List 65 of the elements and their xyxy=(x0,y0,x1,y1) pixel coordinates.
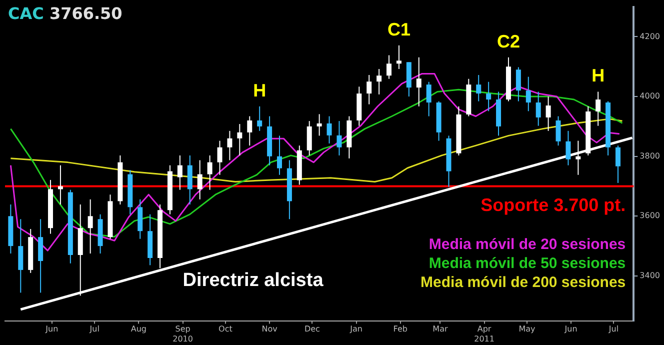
candlestick xyxy=(416,56,422,107)
candlestick xyxy=(197,160,202,200)
candlestick xyxy=(207,154,212,190)
x-tick-label: Oct xyxy=(218,324,232,334)
x-tick-label: Mar xyxy=(432,324,448,334)
candlestick xyxy=(18,218,24,294)
series-label: Directriz alcista xyxy=(182,270,324,292)
annotation: C1 xyxy=(387,19,410,40)
candlestick xyxy=(576,140,581,176)
candlestick xyxy=(376,68,382,95)
y-tick-label: 3600 xyxy=(640,211,660,220)
text: Media móvil de 200 sesiones xyxy=(420,274,626,291)
x-tick-label: Jun xyxy=(564,324,578,334)
text: Media móvil de 50 sesiones xyxy=(428,254,626,272)
x-tick-label: Aug xyxy=(130,324,147,334)
y-tick-label: 4200 xyxy=(640,32,660,41)
candlestick xyxy=(237,124,242,156)
candlestick xyxy=(516,66,521,102)
candlestick xyxy=(526,76,531,112)
candlestick xyxy=(88,198,93,254)
x-tick-label: Apr 2011 xyxy=(474,324,494,344)
candlestick xyxy=(316,114,322,136)
candlestick xyxy=(396,44,402,70)
candlestick xyxy=(536,91,541,126)
x-tick-label: Dec xyxy=(304,324,320,334)
x-tick-label: Jul xyxy=(608,324,619,334)
x-tick-label: Nov xyxy=(262,324,278,334)
candlestick xyxy=(426,81,432,117)
candlestick xyxy=(486,81,492,112)
candlestick xyxy=(336,120,342,156)
candlestick xyxy=(187,154,192,205)
x-tick-label: May xyxy=(518,324,536,334)
candlestick xyxy=(476,74,482,102)
candlestick xyxy=(58,164,63,205)
candlestick xyxy=(217,140,222,176)
x-tick-label: Feb xyxy=(393,324,408,334)
candlestick xyxy=(386,54,392,80)
candlestick xyxy=(326,116,332,144)
candlestick xyxy=(38,218,44,294)
candlestick xyxy=(556,116,561,146)
candlestick xyxy=(138,198,143,240)
annotation: H xyxy=(253,80,266,100)
y-tick-label: 4000 xyxy=(640,92,660,101)
annotation: H xyxy=(592,66,605,86)
x-tick-label: Jun xyxy=(44,324,58,334)
candlestick xyxy=(596,91,601,126)
candlestick xyxy=(546,96,551,132)
candlestick xyxy=(276,135,282,176)
x-tick-label: Jan xyxy=(349,324,362,334)
x-tick-label: Jul xyxy=(88,324,100,334)
candlestick xyxy=(615,145,620,184)
y-tick-label: 3400 xyxy=(640,271,660,280)
candlestick xyxy=(366,74,372,105)
annotation: C2 xyxy=(496,31,520,52)
candlestick xyxy=(566,130,571,166)
text: Media móvil de 20 sesiones xyxy=(428,236,626,253)
candlestick xyxy=(177,154,182,190)
x-tick-label: Sep 2010 xyxy=(172,324,193,344)
candlestick xyxy=(247,116,252,146)
candlestick xyxy=(306,120,312,156)
candlestick xyxy=(227,130,232,161)
y-tick-label: 3800 xyxy=(640,151,660,160)
candlestick xyxy=(257,106,262,132)
ref-line-label: Soporte 3.700 pt. xyxy=(480,195,626,216)
chart-title: CAC 3766.50 xyxy=(8,4,122,23)
